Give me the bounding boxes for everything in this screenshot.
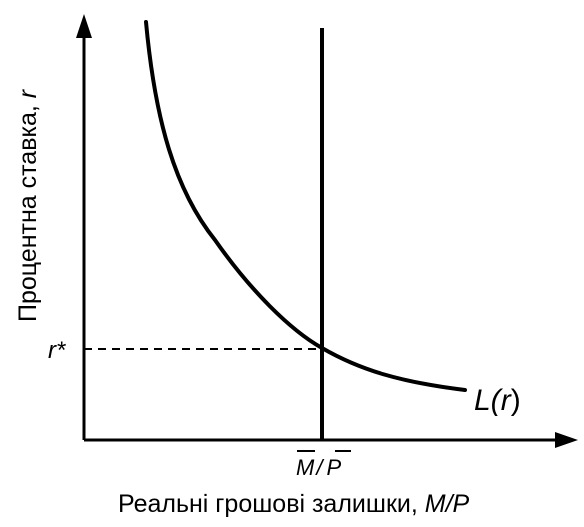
money-demand-curve <box>144 20 467 392</box>
x-axis-label: Реальні грошові залишки, M/P <box>118 490 470 518</box>
money-supply-label: M/P <box>296 450 351 480</box>
y-axis-label: Процентна ставка, r <box>14 88 42 322</box>
x-axis-label-var: M/P <box>425 490 470 518</box>
y-axis-arrowhead <box>76 14 92 38</box>
x-axis-arrowhead <box>555 432 578 448</box>
demand-curve-var: r <box>501 384 512 417</box>
money-supply-slash: / <box>314 455 324 480</box>
y-axis-label-text: Процентна ставка, <box>14 98 42 322</box>
money-supply-m: M <box>296 455 315 480</box>
demand-curve-close: ) <box>511 384 521 417</box>
demand-curve-fn: L( <box>474 384 504 417</box>
equilibrium-rate-label: r* <box>48 337 66 364</box>
svg-text:M/P: M/P <box>296 455 341 480</box>
x-axis-label-text: Реальні грошові залишки, <box>118 490 425 518</box>
money-supply-p: P <box>326 455 341 480</box>
y-axis-label-var: r <box>14 88 42 98</box>
demand-curve-label: L(r) <box>474 384 521 417</box>
